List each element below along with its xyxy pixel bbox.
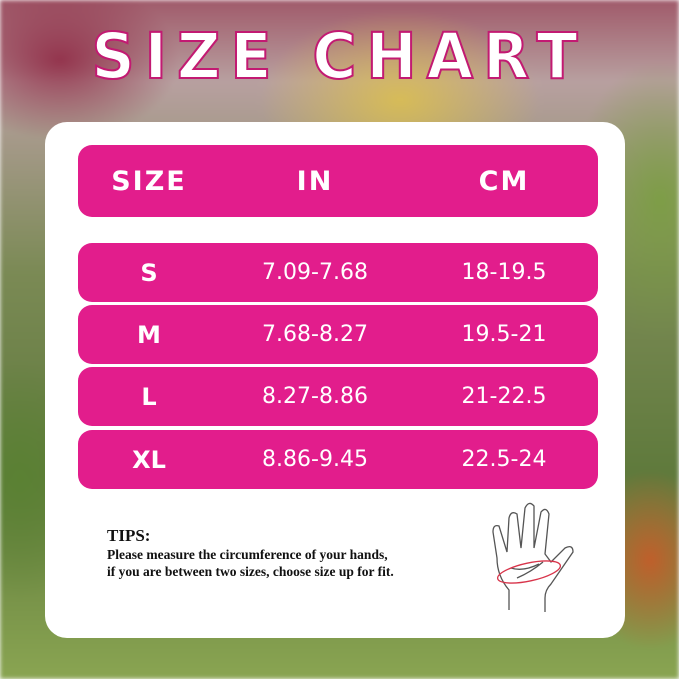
size-chart-card: SIZE IN CM S 7.09-7.68 18-19.5 M 7.68-8.… [45, 122, 625, 638]
in-cell: 7.09-7.68 [262, 260, 368, 285]
cm-cell: 21-22.5 [461, 384, 547, 409]
table-row: XL 8.86-9.45 22.5-24 [78, 430, 598, 489]
in-cell: 8.27-8.86 [262, 384, 368, 409]
size-cell: M [137, 320, 161, 349]
size-cell: XL [132, 445, 166, 474]
tips-line-1: Please measure the circumference of your… [107, 547, 388, 562]
header-size: SIZE [111, 165, 187, 197]
table-row: L 8.27-8.86 21-22.5 [78, 367, 598, 426]
tips-section: TIPS: Please measure the circumference o… [107, 526, 394, 580]
table-row: M 7.68-8.27 19.5-21 [78, 305, 598, 364]
page-title: SIZE CHART [90, 19, 588, 95]
in-cell: 8.86-9.45 [262, 447, 368, 472]
cm-cell: 18-19.5 [461, 260, 547, 285]
size-cell: S [140, 258, 158, 287]
hand-measure-icon [492, 502, 574, 612]
cm-cell: 22.5-24 [461, 447, 547, 472]
tips-line-2: if you are between two sizes, choose siz… [107, 564, 394, 579]
header-in: IN [296, 165, 334, 197]
in-cell: 7.68-8.27 [262, 322, 368, 347]
tips-heading: TIPS: [107, 526, 151, 545]
size-cell: L [141, 382, 157, 411]
table-header: SIZE IN CM [78, 145, 598, 217]
header-cm: CM [478, 165, 530, 197]
cm-cell: 19.5-21 [461, 322, 547, 347]
table-row: S 7.09-7.68 18-19.5 [78, 243, 598, 302]
